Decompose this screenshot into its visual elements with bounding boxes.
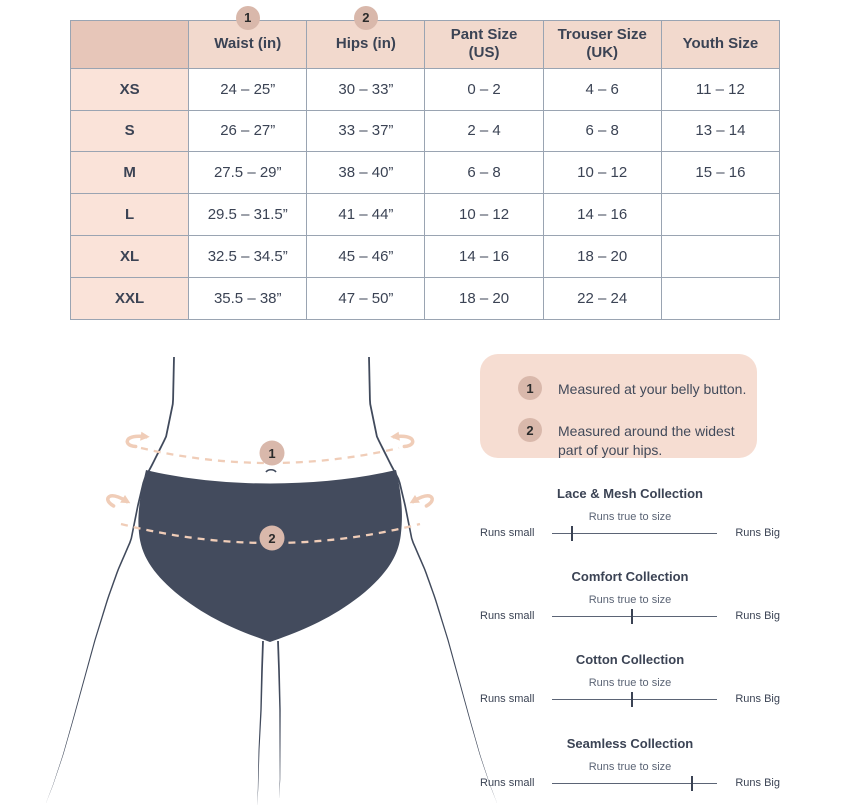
svg-text:1: 1 <box>268 446 275 461</box>
svg-text:2: 2 <box>268 531 275 546</box>
